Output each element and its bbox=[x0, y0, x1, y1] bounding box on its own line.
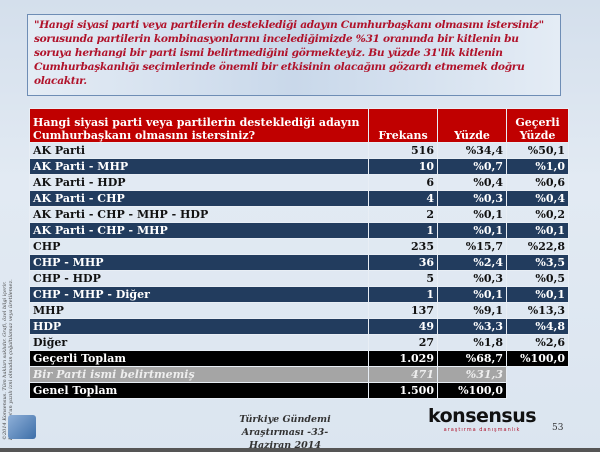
footer-line1: Türkiye Gündemi Araştırması -33- bbox=[239, 414, 331, 438]
row-pct: %3,3 bbox=[437, 318, 507, 335]
row-valid: %0,4 bbox=[506, 190, 569, 207]
row-pct: %15,7 bbox=[437, 238, 507, 255]
header-freq: Frekans bbox=[368, 108, 438, 143]
row-label: HDP bbox=[29, 318, 369, 335]
row-freq: 4 bbox=[368, 190, 438, 207]
table-row: AK Parti - CHP 4 %0,3 %0,4 bbox=[29, 190, 569, 207]
logo-subtitle: araştırma danışmanlık bbox=[443, 427, 521, 433]
row-label: MHP bbox=[29, 302, 369, 319]
row-label: Bir Parti ismi belirtmemiş bbox=[29, 366, 369, 383]
row-freq: 137 bbox=[368, 302, 438, 319]
row-label: AK Parti - CHP - MHP - HDP bbox=[29, 206, 369, 223]
row-pct: %100,0 bbox=[437, 382, 507, 399]
row-label: Genel Toplam bbox=[29, 382, 369, 399]
table-row: AK Parti - CHP - MHP 1 %0,1 %0,1 bbox=[29, 222, 569, 239]
row-label: CHP - HDP bbox=[29, 270, 369, 287]
row-pct: %1,8 bbox=[437, 334, 507, 351]
row-label: AK Parti - MHP bbox=[29, 158, 369, 175]
row-valid: %1,0 bbox=[506, 158, 569, 175]
row-pct: %0,1 bbox=[437, 222, 507, 239]
row-pct: %0,7 bbox=[437, 158, 507, 175]
konsensus-logo: konsensus araştırma danışmanlık bbox=[428, 405, 537, 434]
row-valid bbox=[507, 383, 569, 399]
row-valid: %4,8 bbox=[506, 318, 569, 335]
results-table: Hangi siyasi parti veya partilerin deste… bbox=[29, 108, 569, 399]
row-freq: 10 bbox=[368, 158, 438, 175]
row-valid: %2,6 bbox=[506, 334, 569, 351]
row-label: Geçerli Toplam bbox=[29, 350, 369, 367]
row-freq: 36 bbox=[368, 254, 438, 271]
row-valid: %0,1 bbox=[506, 286, 569, 303]
row-freq: 6 bbox=[368, 174, 438, 191]
row-pct: %2,4 bbox=[437, 254, 507, 271]
header-valid-2: Yüzde bbox=[519, 129, 556, 142]
table-row: CHP 235 %15,7 %22,8 bbox=[29, 238, 569, 255]
row-valid: %0,1 bbox=[506, 222, 569, 239]
row-label: AK Parti bbox=[29, 142, 369, 159]
row-valid bbox=[507, 367, 569, 383]
page-number: 53 bbox=[552, 423, 564, 433]
row-freq: 1.029 bbox=[368, 350, 438, 367]
intro-text: "Hangi siyasi parti veya partilerin dest… bbox=[27, 14, 561, 96]
copyright-notice: ©2014 Konsensus. Tüm hakları saklıdır. G… bbox=[2, 279, 14, 440]
row-valid: %0,6 bbox=[506, 174, 569, 191]
row-freq: 5 bbox=[368, 270, 438, 287]
logo-text: konsensus bbox=[428, 405, 537, 427]
row-freq: 27 bbox=[368, 334, 438, 351]
footer-line2: Haziran 2014 bbox=[249, 440, 321, 451]
row-label: CHP - MHP bbox=[29, 254, 369, 271]
row-valid: %0,5 bbox=[506, 270, 569, 287]
row-freq: 516 bbox=[368, 142, 438, 159]
row-freq: 1 bbox=[368, 222, 438, 239]
row-pct: %31,3 bbox=[437, 366, 507, 383]
table-row: CHP - HDP 5 %0,3 %0,5 bbox=[29, 270, 569, 287]
row-valid: %3,5 bbox=[506, 254, 569, 271]
row-freq: 1.500 bbox=[368, 382, 438, 399]
row-label: AK Parti - HDP bbox=[29, 174, 369, 191]
row-label: CHP - MHP - Diğer bbox=[29, 286, 369, 303]
row-label: AK Parti - CHP - MHP bbox=[29, 222, 369, 239]
bottom-bar bbox=[0, 448, 600, 452]
row-label: CHP bbox=[29, 238, 369, 255]
row-freq: 471 bbox=[368, 366, 438, 383]
table-row: AK Parti - MHP 10 %0,7 %1,0 bbox=[29, 158, 569, 175]
row-valid: %13,3 bbox=[506, 302, 569, 319]
row-pct: %9,1 bbox=[437, 302, 507, 319]
row-valid: %22,8 bbox=[506, 238, 569, 255]
row-label: AK Parti - CHP bbox=[29, 190, 369, 207]
table-row: Diğer 27 %1,8 %2,6 bbox=[29, 334, 569, 351]
row-pct: %0,4 bbox=[437, 174, 507, 191]
footer-title: Türkiye Gündemi Araştırması -33- Haziran … bbox=[215, 413, 355, 452]
row-freq: 49 bbox=[368, 318, 438, 335]
table-row: AK Parti - CHP - MHP - HDP 2 %0,1 %0,2 bbox=[29, 206, 569, 223]
header-valid: Geçerli Yüzde bbox=[506, 108, 569, 143]
row-pct: %0,3 bbox=[437, 270, 507, 287]
konsensus-mini-logo-icon bbox=[8, 415, 36, 439]
table-row: Genel Toplam 1.500 %100,0 bbox=[29, 382, 569, 399]
row-pct: %0,1 bbox=[437, 286, 507, 303]
table-row: AK Parti 516 %34,4 %50,1 bbox=[29, 142, 569, 159]
table-row: AK Parti - HDP 6 %0,4 %0,6 bbox=[29, 174, 569, 191]
row-freq: 2 bbox=[368, 206, 438, 223]
row-valid: %100,0 bbox=[506, 350, 569, 367]
row-freq: 235 bbox=[368, 238, 438, 255]
row-valid: %50,1 bbox=[506, 142, 569, 159]
row-pct: %34,4 bbox=[437, 142, 507, 159]
header-question: Hangi siyasi parti veya partilerin deste… bbox=[29, 108, 369, 143]
row-pct: %0,3 bbox=[437, 190, 507, 207]
row-pct: %0,1 bbox=[437, 206, 507, 223]
table-header: Hangi siyasi parti veya partilerin deste… bbox=[29, 108, 569, 143]
row-label: Diğer bbox=[29, 334, 369, 351]
table-row: Geçerli Toplam 1.029 %68,7 %100,0 bbox=[29, 350, 569, 367]
table-row: CHP - MHP - Diğer 1 %0,1 %0,1 bbox=[29, 286, 569, 303]
row-pct: %68,7 bbox=[437, 350, 507, 367]
header-pct: Yüzde bbox=[437, 108, 507, 143]
table-row: HDP 49 %3,3 %4,8 bbox=[29, 318, 569, 335]
header-valid-1: Geçerli bbox=[515, 116, 560, 129]
table-row: Bir Parti ismi belirtmemiş 471 %31,3 bbox=[29, 366, 569, 383]
row-freq: 1 bbox=[368, 286, 438, 303]
table-row: CHP - MHP 36 %2,4 %3,5 bbox=[29, 254, 569, 271]
row-valid: %0,2 bbox=[506, 206, 569, 223]
table-row: MHP 137 %9,1 %13,3 bbox=[29, 302, 569, 319]
